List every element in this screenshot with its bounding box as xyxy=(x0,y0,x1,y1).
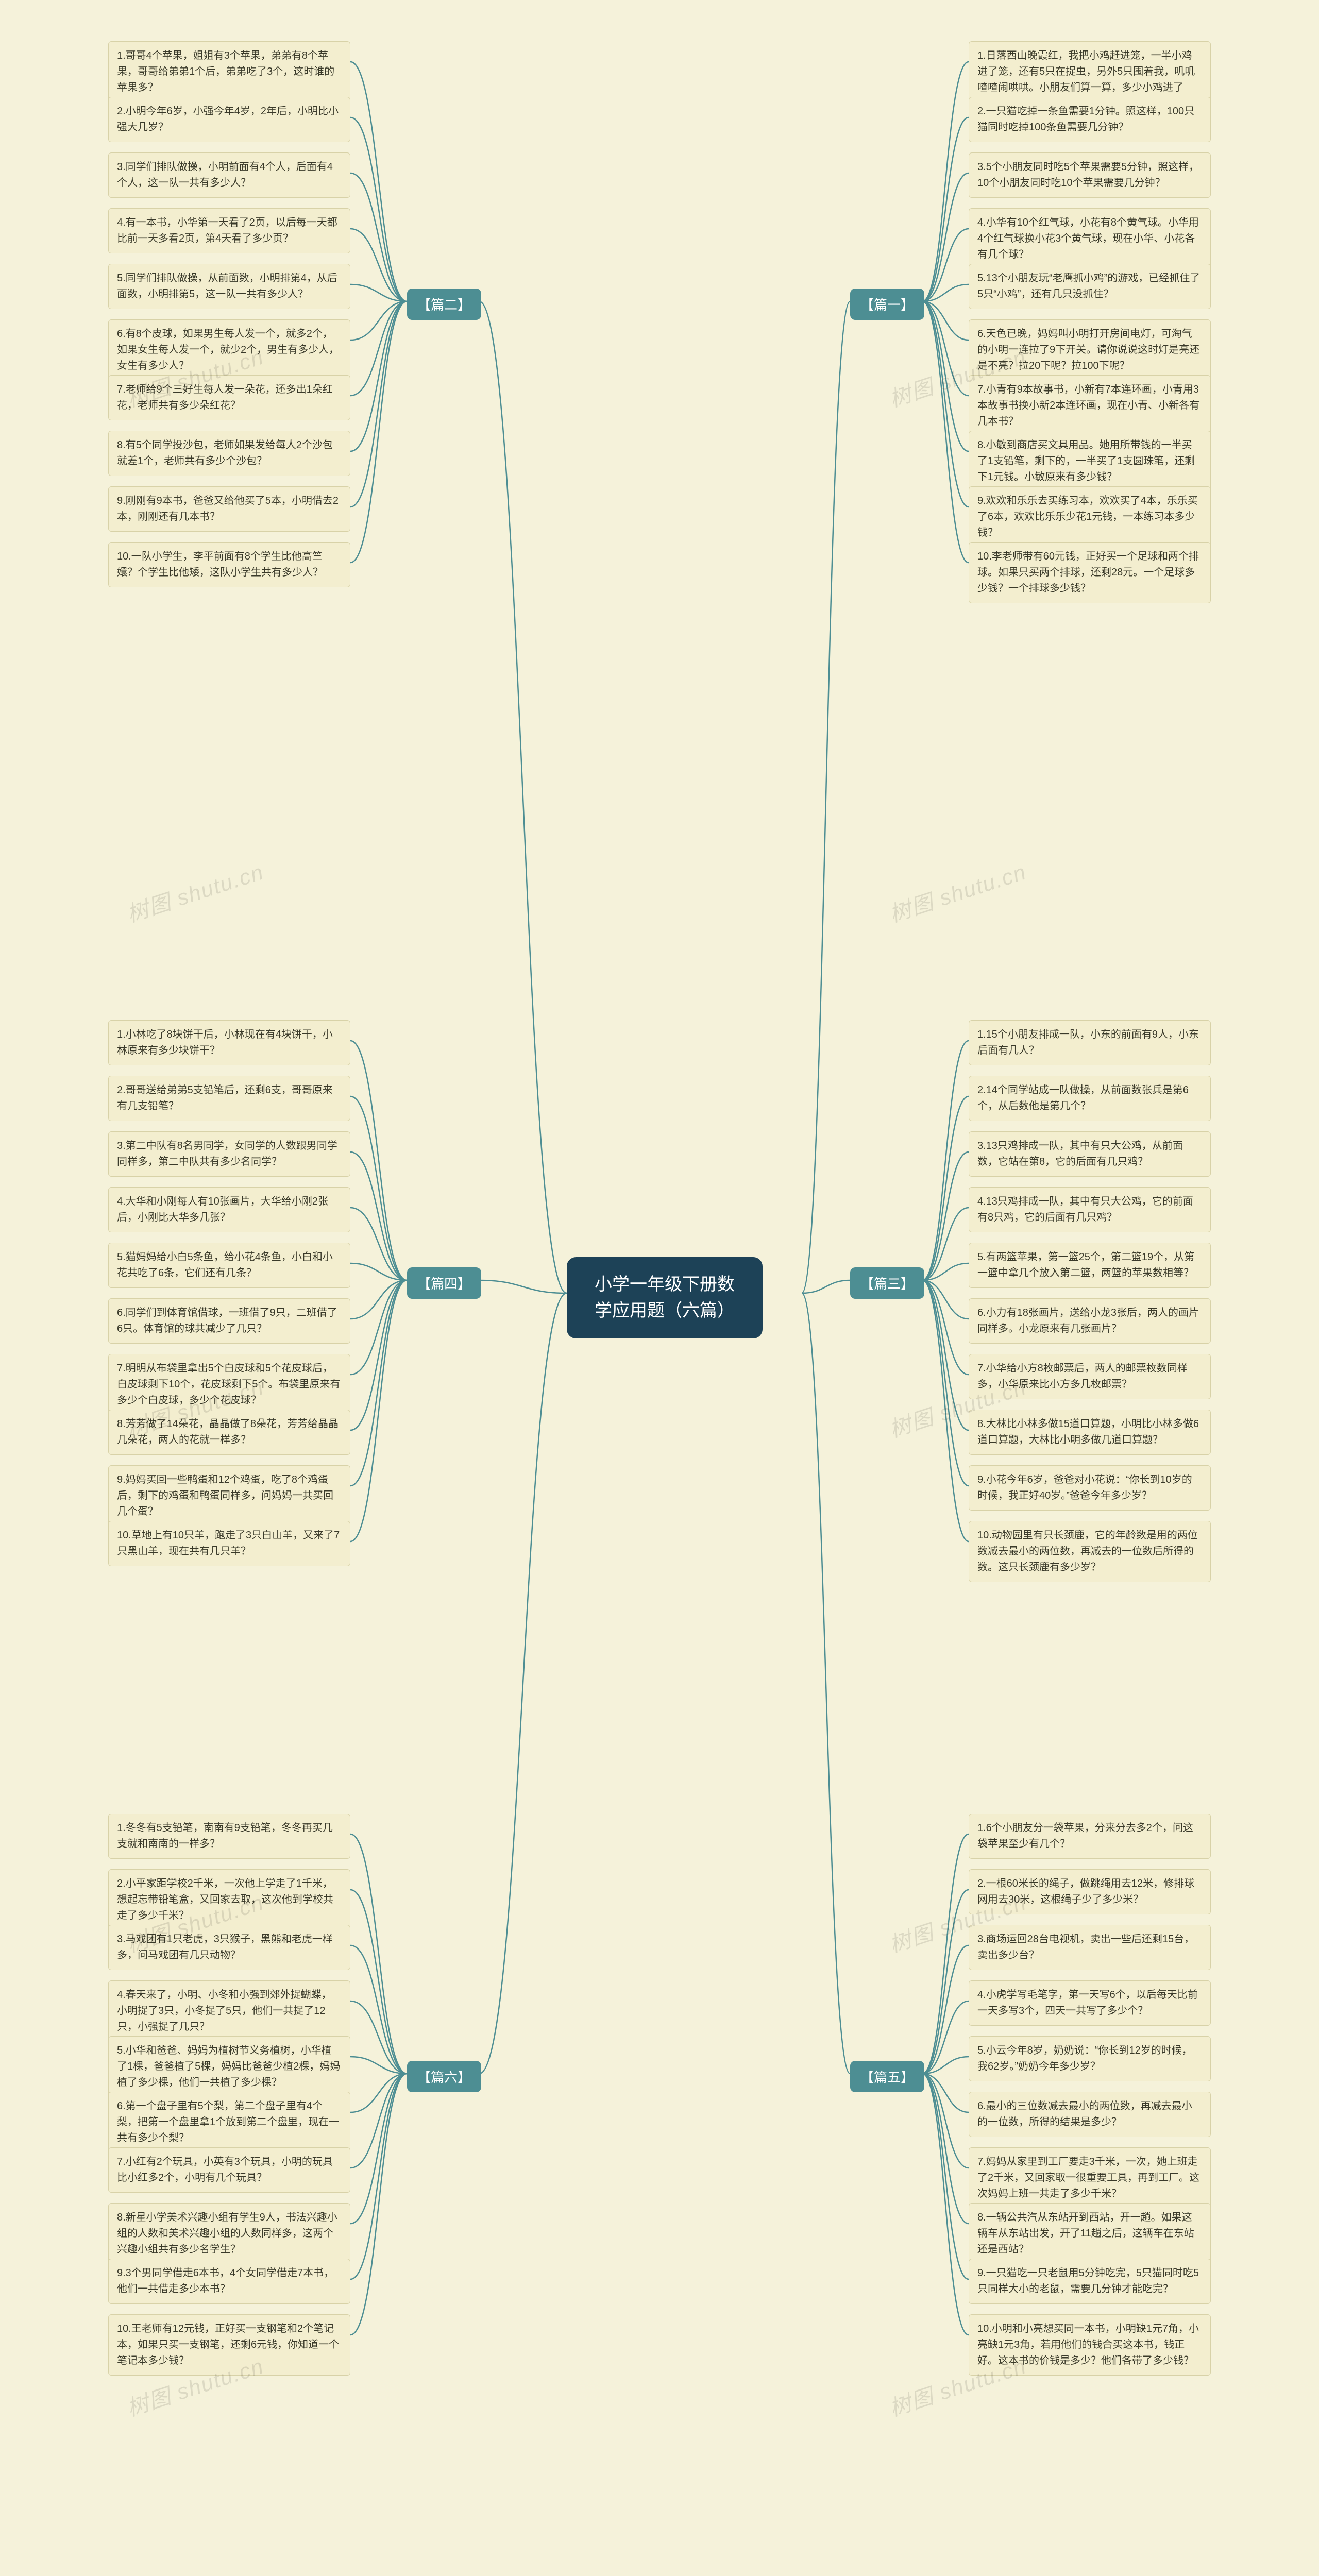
leaf-node: 1.6个小朋友分一袋苹果，分来分去多2个，问这袋苹果至少有几个？ xyxy=(969,1814,1211,1859)
leaf-node: 10.王老师有12元钱，正好买一支钢笔和2个笔记本，如果只买一支钢笔，还剩6元钱… xyxy=(108,2314,350,2376)
leaf-node: 6.天色已晚，妈妈叫小明打开房间电灯，可淘气的小明一连拉了9下开关。请你说说这时… xyxy=(969,319,1211,381)
leaf-node: 3.第二中队有8名男同学，女同学的人数跟男同学同样多，第二中队共有多少名同学？ xyxy=(108,1131,350,1177)
leaf-node: 6.小力有18张画片，送给小龙3张后，两人的画片同样多。小龙原来有几张画片？ xyxy=(969,1298,1211,1344)
leaf-node: 8.芳芳做了14朵花，晶晶做了8朵花，芳芳给晶晶几朵花，两人的花就一样多？ xyxy=(108,1410,350,1455)
leaf-node: 4.有一本书，小华第一天看了2页，以后每一天都比前一天多看2页，第4天看了多少页… xyxy=(108,208,350,253)
leaf-node: 8.小敏到商店买文具用品。她用所带钱的一半买了1支铅笔，剩下的，一半买了1支圆珠… xyxy=(969,431,1211,492)
leaf-node: 9.妈妈买回一些鸭蛋和12个鸡蛋，吃了8个鸡蛋后，剩下的鸡蛋和鸭蛋同样多，问妈妈… xyxy=(108,1465,350,1527)
watermark: 树图 shutu.cn xyxy=(122,855,267,928)
leaf-node: 4.13只鸡排成一队，其中有只大公鸡，它的前面有8只鸡，它的后面有几只鸡？ xyxy=(969,1187,1211,1232)
leaf-node: 3.5个小朋友同时吃5个苹果需要5分钟，照这样，10个小朋友同时吃10个苹果需要… xyxy=(969,152,1211,198)
leaf-node: 8.有5个同学投沙包，老师如果发给每人2个沙包就差1个，老师共有多少个沙包？ xyxy=(108,431,350,476)
leaf-node: 10.一队小学生，李平前面有8个学生比他高竺嬛？个学生比他矮，这队小学生共有多少… xyxy=(108,542,350,587)
leaf-node: 1.哥哥4个苹果，姐姐有3个苹果，弟弟有8个苹果，哥哥给弟弟1个后，弟弟吃了3个… xyxy=(108,41,350,103)
leaf-node: 5.13个小朋友玩“老鹰抓小鸡”的游戏，已经抓住了5只“小鸡”，还有几只没抓住？ xyxy=(969,264,1211,309)
leaf-node: 10.李老师带有60元钱，正好买一个足球和两个排球。如果只买两个排球，还剩28元… xyxy=(969,542,1211,603)
leaf-node: 4.春天来了，小明、小冬和小强到郊外捉蝴蝶，小明捉了3只，小冬捉了5只，他们一共… xyxy=(108,1980,350,2042)
leaf-node: 10.草地上有10只羊，跑走了3只白山羊，又来了7只黑山羊，现在共有几只羊？ xyxy=(108,1521,350,1566)
leaf-node: 9.一只猫吃一只老鼠用5分钟吃完，5只猫同时吃5只同样大小的老鼠，需要几分钟才能… xyxy=(969,2259,1211,2304)
leaf-node: 2.14个同学站成一队做操，从前面数张兵是第6个，从后数他是第几个？ xyxy=(969,1076,1211,1121)
leaf-node: 9.刚刚有9本书，爸爸又给他买了5本，小明借去2本，刚刚还有几本书？ xyxy=(108,486,350,532)
branch-node: 【篇二】 xyxy=(407,289,481,320)
leaf-node: 9.欢欢和乐乐去买练习本，欢欢买了4本，乐乐买了6本，欢欢比乐乐少花1元钱，一本… xyxy=(969,486,1211,548)
branch-node: 【篇六】 xyxy=(407,2061,481,2092)
leaf-node: 3.商场运回28台电视机，卖出一些后还剩15台，卖出多少台？ xyxy=(969,1925,1211,1970)
leaf-node: 6.最小的三位数减去最小的两位数，再减去最小的一位数，所得的结果是多少？ xyxy=(969,2092,1211,2137)
watermark: 树图 shutu.cn xyxy=(885,855,1030,928)
branch-node: 【篇三】 xyxy=(850,1267,924,1299)
leaf-node: 3.13只鸡排成一队，其中有只大公鸡，从前面数，它站在第8，它的后面有几只鸡？ xyxy=(969,1131,1211,1177)
leaf-node: 2.小平家距学校2千米，一次他上学走了1千米，想起忘带铅笔盒，又回家去取，这次他… xyxy=(108,1869,350,1930)
leaf-node: 4.小华有10个红气球，小花有8个黄气球。小华用4个红气球换小花3个黄气球，现在… xyxy=(969,208,1211,269)
leaf-node: 5.小云今年8岁，奶奶说：“你长到12岁的时候，我62岁。”奶奶今年多少岁？ xyxy=(969,2036,1211,2081)
leaf-node: 1.小林吃了8块饼干后，小林现在有4块饼干，小林原来有多少块饼干？ xyxy=(108,1020,350,1065)
leaf-node: 7.小华给小方8枚邮票后，两人的邮票枚数同样多，小华原来比小方多几枚邮票？ xyxy=(969,1354,1211,1399)
leaf-node: 7.小青有9本故事书，小新有7本连环画，小青用3本故事书换小新2本连环画，现在小… xyxy=(969,375,1211,436)
leaf-node: 10.小明和小亮想买同一本书，小明缺1元7角，小亮缺1元3角，若用他们的钱合买这… xyxy=(969,2314,1211,2376)
leaf-node: 2.小明今年6岁，小强今年4岁，2年后，小明比小强大几岁？ xyxy=(108,97,350,142)
leaf-node: 6.有8个皮球，如果男生每人发一个，就多2个，如果女生每人发一个，就少2个，男生… xyxy=(108,319,350,381)
leaf-node: 1.冬冬有5支铅笔，南南有9支铅笔，冬冬再买几支就和南南的一样多？ xyxy=(108,1814,350,1859)
leaf-node: 5.有两篮苹果，第一篮25个，第二篮19个，从第一篮中拿几个放入第二篮，两篮的苹… xyxy=(969,1243,1211,1288)
leaf-node: 4.小虎学写毛笔字，第一天写6个，以后每天比前一天多写3个，四天一共写了多少个？ xyxy=(969,1980,1211,2026)
leaf-node: 7.小红有2个玩具，小英有3个玩具，小明的玩具比小红多2个，小明有几个玩具？ xyxy=(108,2147,350,2193)
branch-node: 【篇四】 xyxy=(407,1267,481,1299)
leaf-node: 4.大华和小刚每人有10张画片，大华给小刚2张后，小刚比大华多几张？ xyxy=(108,1187,350,1232)
leaf-node: 8.一辆公共汽从东站开到西站，开一趟。如果这辆车从东站出发，开了11趟之后，这辆… xyxy=(969,2203,1211,2264)
leaf-node: 8.新星小学美术兴趣小组有学生9人，书法兴趣小组的人数和美术兴趣小组的人数同样多… xyxy=(108,2203,350,2264)
leaf-node: 6.同学们到体育馆借球，一班借了9只，二班借了6只。体育馆的球共减少了几只？ xyxy=(108,1298,350,1344)
leaf-node: 7.老师给9个三好生每人发一朵花，还多出1朵红花，老师共有多少朵红花？ xyxy=(108,375,350,420)
leaf-node: 6.第一个盘子里有5个梨，第二个盘子里有4个梨，把第一个盘里拿1个放到第二个盘里… xyxy=(108,2092,350,2153)
leaf-node: 2.一只猫吃掉一条鱼需要1分钟。照这样，100只猫同时吃掉100条鱼需要几分钟？ xyxy=(969,97,1211,142)
leaf-node: 3.同学们排队做操，小明前面有4个人，后面有4个人，这一队一共有多少人？ xyxy=(108,152,350,198)
leaf-node: 5.猫妈妈给小白5条鱼，给小花4条鱼，小白和小花共吃了6条，它们还有几条？ xyxy=(108,1243,350,1288)
leaf-node: 8.大林比小林多做15道口算题，小明比小林多做6道口算题，大林比小明多做几道口算… xyxy=(969,1410,1211,1455)
leaf-node: 1.15个小朋友排成一队，小东的前面有9人，小东后面有几人？ xyxy=(969,1020,1211,1065)
leaf-node: 7.妈妈从家里到工厂要走3千米，一次，她上班走了2千米，又回家取一很重要工具，再… xyxy=(969,2147,1211,2209)
leaf-node: 5.同学们排队做操，从前面数，小明排第4，从后面数，小明排第5，这一队一共有多少… xyxy=(108,264,350,309)
leaf-node: 3.马戏团有1只老虎，3只猴子，黑熊和老虎一样多，问马戏团有几只动物？ xyxy=(108,1925,350,1970)
leaf-node: 9.小花今年6岁，爸爸对小花说：“你长到10岁的时候，我正好40岁。”爸爸今年多… xyxy=(969,1465,1211,1511)
branch-node: 【篇一】 xyxy=(850,289,924,320)
leaf-node: 2.一根60米长的绳子，做跳绳用去12米，修排球网用去30米，这根绳子少了多少米… xyxy=(969,1869,1211,1914)
leaf-node: 10.动物园里有只长颈鹿，它的年龄数是用的两位数减去最小的两位数，再减去的一位数… xyxy=(969,1521,1211,1582)
leaf-node: 9.3个男同学借走6本书，4个女同学借走7本书，他们一共借走多少本书？ xyxy=(108,2259,350,2304)
root-node: 小学一年级下册数学应用题（六篇） xyxy=(567,1257,763,1338)
branch-node: 【篇五】 xyxy=(850,2061,924,2092)
leaf-node: 7.明明从布袋里拿出5个白皮球和5个花皮球后，白皮球剩下10个，花皮球剩下5个。… xyxy=(108,1354,350,1415)
leaf-node: 5.小华和爸爸、妈妈为植树节义务植树，小华植了1棵，爸爸植了5棵，妈妈比爸爸少植… xyxy=(108,2036,350,2097)
leaf-node: 2.哥哥送给弟弟5支铅笔后，还剩6支，哥哥原来有几支铅笔？ xyxy=(108,1076,350,1121)
